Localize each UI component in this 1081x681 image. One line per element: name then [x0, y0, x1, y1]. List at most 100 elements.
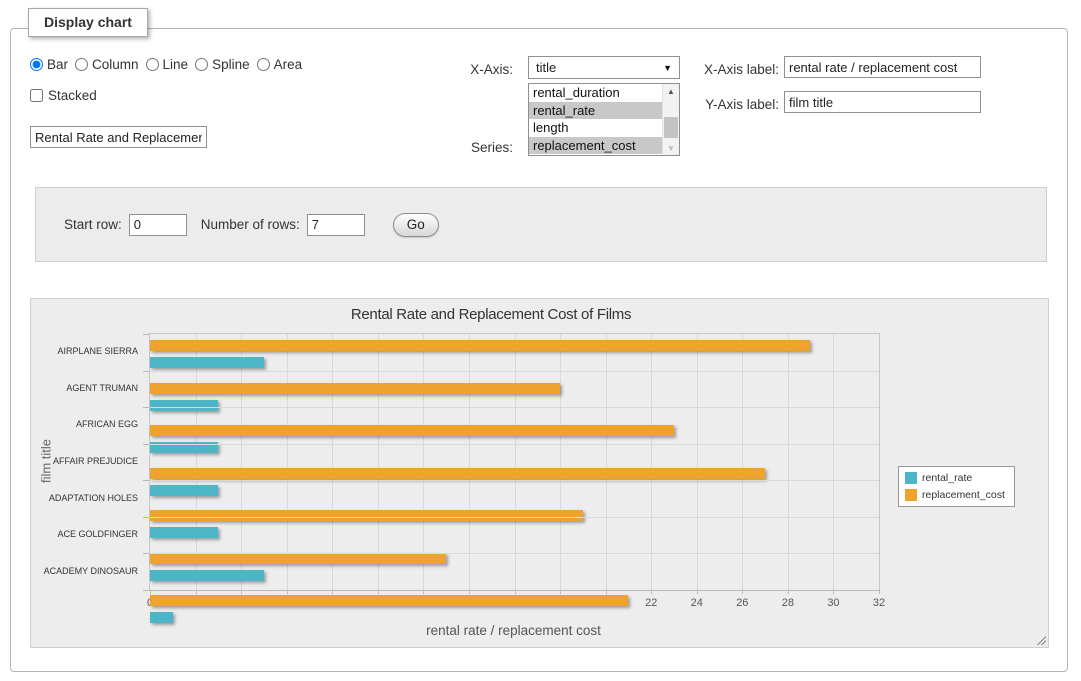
bar-replacement_cost[interactable] — [150, 383, 560, 394]
y-axis-label-field-label: Y-Axis label: — [660, 97, 779, 112]
legend-swatch — [905, 489, 917, 501]
category-band — [150, 510, 879, 547]
x-tick — [651, 590, 652, 594]
x-axis-label-input[interactable] — [784, 56, 981, 78]
bar-replacement_cost[interactable] — [150, 553, 446, 564]
bar-rental_rate[interactable] — [150, 485, 218, 496]
series-listbox[interactable]: rental_durationrental_ratelengthreplacem… — [528, 83, 680, 156]
bar-rental_rate[interactable] — [150, 527, 218, 538]
start-row-label: Start row: — [64, 217, 122, 232]
scroll-down-icon[interactable]: ▼ — [663, 141, 679, 155]
chart-title: Rental Rate and Replacement Cost of Film… — [31, 306, 951, 323]
x-axis-selected-value: title — [536, 60, 556, 75]
scrollbar-thumb[interactable] — [664, 117, 678, 138]
category-axis-labels: AIRPLANE SIERRAAGENT TRUMANAFRICAN EGGAF… — [31, 333, 143, 589]
plot-area: 02468101214161820222426283032 — [149, 333, 880, 591]
x-tick — [879, 590, 880, 594]
x-tick — [606, 590, 607, 594]
chart-type-radio-group: Bar Column Line Spline Area — [30, 57, 302, 72]
gridline — [150, 371, 879, 372]
bar-replacement_cost[interactable] — [150, 340, 810, 351]
legend-label: rental_rate — [922, 472, 972, 484]
bar-rental_rate[interactable] — [150, 612, 173, 623]
y-band-tick — [143, 517, 149, 518]
chart-type-option-column[interactable]: Column — [75, 57, 139, 72]
chart-title-input[interactable] — [30, 126, 207, 148]
x-axis-title: rental rate / replacement cost — [149, 623, 878, 638]
display-chart-tab: Display chart — [28, 8, 148, 37]
scroll-up-icon[interactable]: ▲ — [663, 84, 679, 98]
stacked-checkbox-row[interactable]: Stacked — [30, 88, 97, 103]
stacked-label: Stacked — [48, 88, 97, 103]
category-label: AFFAIR PREJUDICE — [53, 456, 138, 466]
stacked-checkbox[interactable] — [30, 89, 43, 102]
legend-item-rental_rate[interactable]: rental_rate — [905, 472, 1005, 484]
y-band-tick — [143, 590, 149, 591]
category-label: AIRPLANE SIERRA — [57, 346, 138, 356]
x-axis-label-field-label: X-Axis label: — [660, 62, 779, 77]
chart-type-radio-label: Column — [92, 57, 139, 72]
y-axis-label-input[interactable] — [784, 91, 981, 113]
chart-legend: rental_rate replacement_cost — [898, 466, 1015, 507]
x-tick — [469, 590, 470, 594]
chart-type-radio-column[interactable] — [75, 58, 88, 71]
bar-replacement_cost[interactable] — [150, 595, 628, 606]
legend-item-replacement_cost[interactable]: replacement_cost — [905, 489, 1005, 501]
series-option-replacement_cost[interactable]: replacement_cost — [529, 137, 662, 155]
x-tick — [378, 590, 379, 594]
category-band — [150, 553, 879, 590]
chart-type-radio-label: Bar — [47, 57, 68, 72]
rows-panel: Start row: Number of rows: Go — [35, 187, 1047, 262]
series-option-rental_rate[interactable]: rental_rate — [529, 102, 662, 120]
x-tick — [287, 590, 288, 594]
y-band-tick — [143, 444, 149, 445]
chart-type-option-spline[interactable]: Spline — [195, 57, 250, 72]
chart-type-radio-label: Line — [163, 57, 189, 72]
resize-grip-icon[interactable] — [1035, 634, 1046, 645]
chart-type-radio-bar[interactable] — [30, 58, 43, 71]
y-band-tick — [143, 553, 149, 554]
chart-type-radio-line[interactable] — [146, 58, 159, 71]
x-tick — [515, 590, 516, 594]
y-band-tick — [143, 480, 149, 481]
chart-type-option-bar[interactable]: Bar — [30, 57, 68, 72]
chart-type-radio-area[interactable] — [257, 58, 270, 71]
bar-rental_rate[interactable] — [150, 357, 264, 368]
series-option-length[interactable]: length — [529, 119, 662, 137]
chart-type-option-line[interactable]: Line — [146, 57, 189, 72]
start-row-input[interactable] — [129, 214, 187, 236]
chart-type-radio-label: Area — [274, 57, 303, 72]
gridline — [150, 444, 879, 445]
series-select-label: Series: — [400, 140, 513, 155]
x-axis-select[interactable]: title ▼ — [528, 56, 680, 79]
category-band — [150, 383, 879, 420]
y-band-tick — [143, 407, 149, 408]
bar-rental_rate[interactable] — [150, 400, 218, 411]
x-tick — [196, 590, 197, 594]
x-tick — [150, 590, 151, 594]
bar-replacement_cost[interactable] — [150, 468, 765, 479]
num-rows-input[interactable] — [307, 214, 365, 236]
chart-type-option-area[interactable]: Area — [257, 57, 303, 72]
x-tick — [788, 590, 789, 594]
bar-replacement_cost[interactable] — [150, 510, 583, 521]
x-tick — [560, 590, 561, 594]
series-listbox-scrollbar[interactable]: ▲ ▼ — [662, 84, 679, 155]
legend-label: replacement_cost — [922, 489, 1005, 501]
category-band — [150, 468, 879, 505]
y-band-tick — [143, 371, 149, 372]
num-rows-label: Number of rows: — [201, 217, 300, 232]
gridline — [150, 517, 879, 518]
series-option-rental_duration[interactable]: rental_duration — [529, 84, 662, 102]
bar-rental_rate[interactable] — [150, 570, 264, 581]
bar-replacement_cost[interactable] — [150, 425, 674, 436]
x-tick — [697, 590, 698, 594]
category-label: AGENT TRUMAN — [66, 383, 138, 393]
x-axis-select-label: X-Axis: — [400, 62, 513, 77]
y-band-tick — [143, 334, 149, 335]
chart-type-radio-spline[interactable] — [195, 58, 208, 71]
go-button[interactable]: Go — [393, 213, 439, 237]
legend-swatch — [905, 472, 917, 484]
series-options: rental_durationrental_ratelengthreplacem… — [529, 84, 662, 155]
x-tick — [423, 590, 424, 594]
